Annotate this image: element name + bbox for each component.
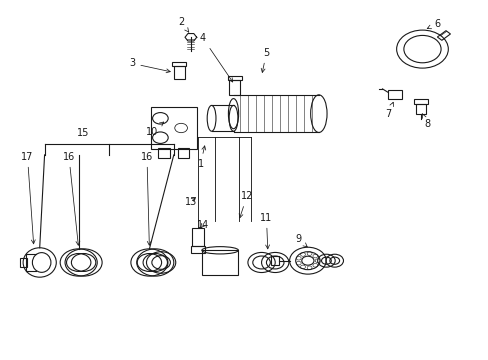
Bar bbox=[173, 66, 184, 79]
Text: 3: 3 bbox=[129, 58, 170, 73]
Text: 17: 17 bbox=[21, 152, 35, 244]
Text: 16: 16 bbox=[62, 152, 80, 245]
Bar bbox=[436, 31, 449, 40]
Bar bbox=[158, 148, 169, 158]
Bar bbox=[415, 104, 426, 114]
Text: 4: 4 bbox=[200, 33, 232, 82]
Bar bbox=[202, 250, 238, 275]
Text: 15: 15 bbox=[77, 129, 90, 138]
Text: 1: 1 bbox=[197, 146, 205, 169]
Text: 12: 12 bbox=[239, 191, 253, 218]
Bar bbox=[271, 256, 279, 265]
Bar bbox=[387, 90, 401, 99]
Text: 2: 2 bbox=[178, 17, 188, 32]
Text: 7: 7 bbox=[385, 102, 393, 119]
Text: 9: 9 bbox=[294, 234, 306, 247]
Bar bbox=[191, 246, 204, 253]
Text: 6: 6 bbox=[427, 19, 439, 29]
Bar bbox=[150, 107, 197, 149]
Bar bbox=[192, 228, 203, 246]
Text: 16: 16 bbox=[141, 152, 153, 245]
Text: 11: 11 bbox=[260, 213, 272, 249]
Text: 13: 13 bbox=[184, 197, 197, 207]
Bar bbox=[413, 99, 427, 104]
Text: 14: 14 bbox=[197, 220, 209, 230]
Text: 10: 10 bbox=[145, 122, 163, 136]
Text: 5: 5 bbox=[261, 48, 269, 72]
Bar bbox=[229, 81, 240, 95]
Bar bbox=[20, 258, 27, 267]
Text: 8: 8 bbox=[422, 114, 429, 129]
Bar bbox=[227, 76, 241, 81]
Bar bbox=[172, 62, 185, 66]
Bar bbox=[177, 148, 189, 158]
